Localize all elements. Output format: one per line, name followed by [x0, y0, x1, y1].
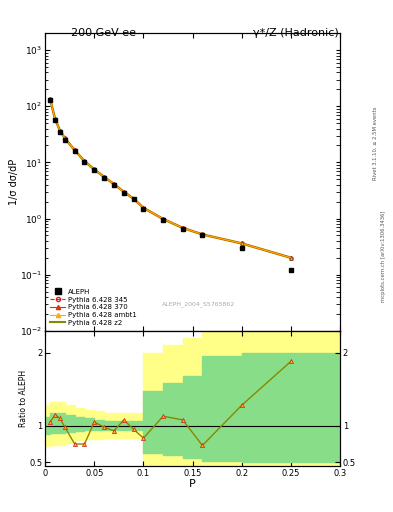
Text: Rivet 3.1.10, ≥ 2.5M events: Rivet 3.1.10, ≥ 2.5M events: [373, 106, 378, 180]
Text: γ*/Z (Hadronic): γ*/Z (Hadronic): [253, 28, 339, 38]
Y-axis label: 1/σ dσ/dP: 1/σ dσ/dP: [9, 159, 19, 205]
Text: mcplots.cern.ch [arXiv:1306.3436]: mcplots.cern.ch [arXiv:1306.3436]: [381, 210, 386, 302]
Text: ALEPH_2004_S5765862: ALEPH_2004_S5765862: [162, 301, 235, 307]
Y-axis label: Ratio to ALEPH: Ratio to ALEPH: [19, 370, 28, 427]
Text: 200 GeV ee: 200 GeV ee: [71, 28, 136, 38]
Legend: ALEPH, Pythia 6.428 345, Pythia 6.428 370, Pythia 6.428 ambt1, Pythia 6.428 z2: ALEPH, Pythia 6.428 345, Pythia 6.428 37…: [49, 288, 138, 327]
X-axis label: P: P: [189, 479, 196, 489]
